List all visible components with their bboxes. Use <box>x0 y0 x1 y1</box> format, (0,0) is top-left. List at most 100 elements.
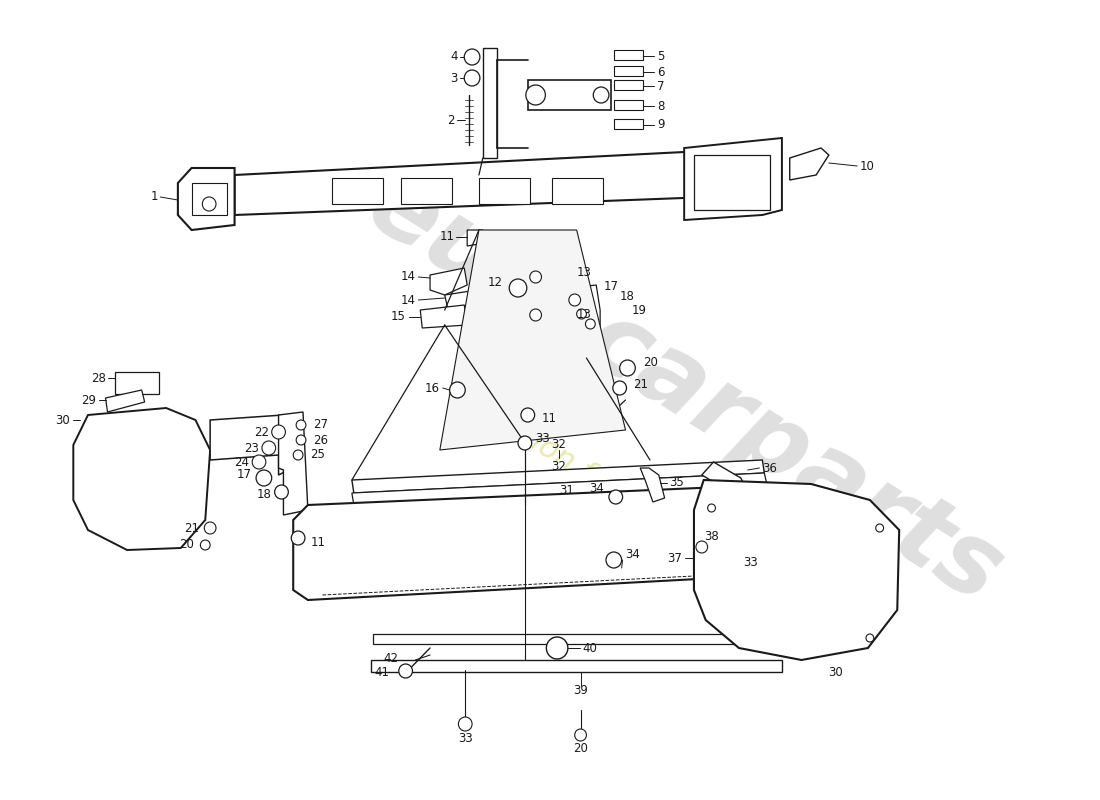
Text: 15: 15 <box>390 310 406 323</box>
Circle shape <box>292 531 305 545</box>
Text: 3: 3 <box>450 71 458 85</box>
Polygon shape <box>294 485 782 600</box>
Circle shape <box>450 382 465 398</box>
Circle shape <box>574 729 586 741</box>
Text: 38: 38 <box>704 530 718 543</box>
Text: 34: 34 <box>590 482 604 494</box>
Circle shape <box>275 485 288 499</box>
Circle shape <box>296 435 306 445</box>
Polygon shape <box>468 230 485 246</box>
Text: 31: 31 <box>560 483 574 497</box>
Text: 40: 40 <box>583 642 597 654</box>
Circle shape <box>696 541 707 553</box>
Circle shape <box>530 309 541 321</box>
Circle shape <box>296 420 306 430</box>
Text: 14: 14 <box>400 270 416 283</box>
Circle shape <box>464 70 480 86</box>
Text: 33: 33 <box>742 555 758 569</box>
Circle shape <box>459 717 472 731</box>
Text: 20: 20 <box>644 355 658 369</box>
Polygon shape <box>234 148 762 215</box>
Circle shape <box>576 309 586 319</box>
Polygon shape <box>790 148 828 180</box>
Polygon shape <box>106 390 145 412</box>
Text: 34: 34 <box>626 549 640 562</box>
Text: 30: 30 <box>828 666 843 678</box>
Polygon shape <box>694 480 899 660</box>
Circle shape <box>569 294 581 306</box>
Polygon shape <box>210 415 288 475</box>
Text: 24: 24 <box>234 455 250 469</box>
Bar <box>373 634 769 644</box>
Text: 6: 6 <box>657 66 664 78</box>
Polygon shape <box>430 268 468 295</box>
Text: 39: 39 <box>573 683 588 697</box>
Text: 11: 11 <box>311 535 326 549</box>
Text: 18: 18 <box>256 489 272 502</box>
Text: 28: 28 <box>90 371 106 385</box>
Circle shape <box>294 450 302 460</box>
Text: 14: 14 <box>400 294 416 306</box>
Polygon shape <box>640 468 664 502</box>
Text: 7: 7 <box>657 79 664 93</box>
Circle shape <box>205 522 216 534</box>
Bar <box>483 48 496 158</box>
Text: 17: 17 <box>604 281 619 294</box>
Polygon shape <box>420 305 468 328</box>
Polygon shape <box>782 495 821 575</box>
Text: 20: 20 <box>573 742 588 754</box>
Bar <box>400 178 452 204</box>
Text: 18: 18 <box>619 290 635 303</box>
Text: 42: 42 <box>384 651 399 665</box>
Text: 8: 8 <box>657 99 664 113</box>
Bar <box>552 178 603 204</box>
Circle shape <box>518 436 531 450</box>
Text: 21: 21 <box>634 378 648 391</box>
Circle shape <box>585 319 595 329</box>
Circle shape <box>200 540 210 550</box>
Bar <box>614 50 644 60</box>
Polygon shape <box>352 460 764 493</box>
Text: 37: 37 <box>668 551 682 565</box>
Text: 13: 13 <box>576 266 592 278</box>
Polygon shape <box>444 290 478 308</box>
Polygon shape <box>552 285 601 358</box>
Bar <box>191 183 227 215</box>
Circle shape <box>609 490 623 504</box>
Polygon shape <box>352 473 768 505</box>
Circle shape <box>464 49 480 65</box>
Circle shape <box>547 637 568 659</box>
Text: 5: 5 <box>657 50 664 62</box>
Text: 33: 33 <box>458 731 473 745</box>
Bar <box>614 66 644 76</box>
Polygon shape <box>440 230 626 450</box>
Circle shape <box>530 271 541 283</box>
Bar <box>116 372 160 394</box>
Text: 21: 21 <box>185 522 199 534</box>
Text: 20: 20 <box>178 538 194 551</box>
Circle shape <box>262 441 276 455</box>
Text: 27: 27 <box>312 418 328 431</box>
Circle shape <box>866 634 873 642</box>
Text: 16: 16 <box>425 382 440 394</box>
Circle shape <box>521 408 535 422</box>
Circle shape <box>252 455 266 469</box>
Circle shape <box>272 425 285 439</box>
Text: 41: 41 <box>374 666 389 678</box>
Text: 22: 22 <box>254 426 268 438</box>
Text: 11: 11 <box>440 230 454 243</box>
Bar <box>694 155 770 210</box>
Text: 17: 17 <box>238 467 252 481</box>
Circle shape <box>593 87 609 103</box>
Text: 1: 1 <box>151 190 158 203</box>
Polygon shape <box>74 408 210 550</box>
Text: 9: 9 <box>657 118 664 131</box>
Circle shape <box>619 360 636 376</box>
Text: eurocarparts: eurocarparts <box>350 156 1019 624</box>
Circle shape <box>399 664 412 678</box>
Text: 25: 25 <box>310 449 324 462</box>
Bar <box>528 80 611 110</box>
Circle shape <box>606 552 621 568</box>
Polygon shape <box>278 412 308 515</box>
Circle shape <box>256 470 272 486</box>
